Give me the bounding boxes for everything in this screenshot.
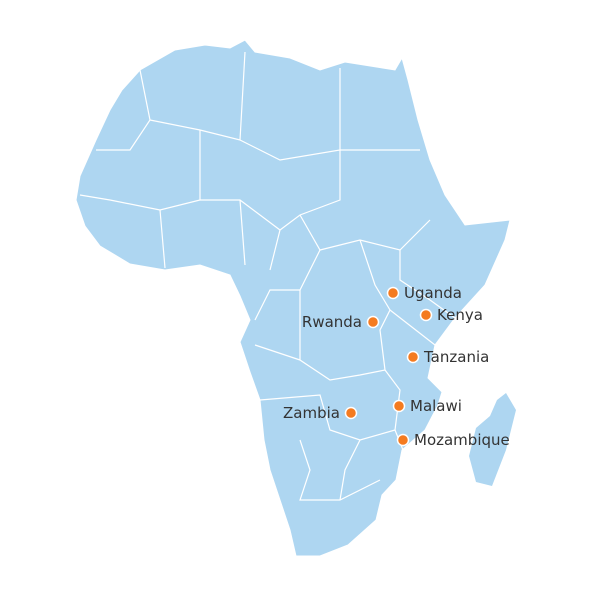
zambia-marker bbox=[344, 406, 358, 420]
madagascar bbox=[469, 393, 516, 486]
mozambique-marker bbox=[396, 433, 410, 447]
country-borders bbox=[79, 51, 456, 501]
malawi-marker bbox=[392, 399, 406, 413]
rwanda-marker bbox=[366, 315, 380, 329]
rwanda-label: Rwanda bbox=[302, 313, 362, 331]
tanzania-marker bbox=[406, 350, 420, 364]
uganda-label: Uganda bbox=[404, 284, 462, 302]
kenya-marker bbox=[419, 308, 433, 322]
tanzania-label: Tanzania bbox=[423, 348, 489, 366]
mozambique-label: Mozambique bbox=[414, 431, 510, 449]
africa-continent bbox=[75, 39, 511, 557]
kenya-label: Kenya bbox=[437, 306, 483, 324]
uganda-marker bbox=[386, 286, 400, 300]
zambia-label: Zambia bbox=[283, 404, 340, 422]
malawi-label: Malawi bbox=[410, 397, 462, 415]
